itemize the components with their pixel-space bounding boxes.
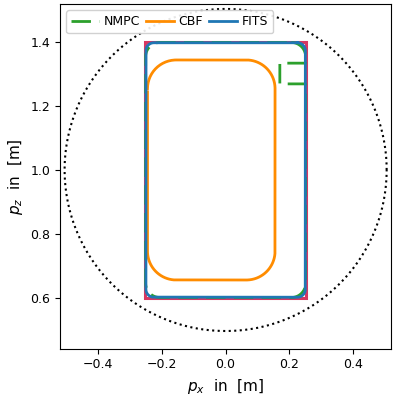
Bar — [145, 42, 305, 298]
CBF — [145, 230, 149, 235]
NMPC — [288, 295, 293, 300]
NMPC — [280, 82, 285, 86]
FITS — [151, 40, 156, 45]
FITS — [294, 40, 299, 45]
Line: NMPC: NMPC — [145, 42, 305, 298]
NMPC — [303, 253, 307, 258]
CBF — [155, 271, 160, 276]
NMPC — [288, 40, 293, 45]
CBF — [145, 90, 149, 94]
FITS — [299, 42, 304, 47]
X-axis label: $p_x$  in  [m]: $p_x$ in [m] — [187, 377, 264, 396]
FITS — [294, 295, 299, 300]
FITS — [300, 293, 305, 298]
Legend: NMPC, CBF, FITS: NMPC, CBF, FITS — [66, 10, 273, 34]
CBF — [243, 278, 248, 282]
NMPC — [303, 274, 307, 279]
FITS — [144, 46, 149, 50]
CBF — [243, 58, 248, 62]
Y-axis label: $p_z$  in  [m]: $p_z$ in [m] — [6, 138, 24, 215]
CBF — [271, 258, 275, 263]
CBF — [173, 58, 178, 62]
CBF — [145, 86, 149, 91]
Line: FITS: FITS — [145, 43, 305, 297]
NMPC — [301, 48, 306, 53]
FITS — [143, 287, 148, 292]
NMPC — [296, 293, 301, 298]
CBF — [254, 60, 259, 65]
Line: CBF: CBF — [147, 60, 274, 280]
FITS — [294, 40, 299, 45]
CBF — [256, 60, 260, 65]
NMPC — [288, 40, 293, 45]
NMPC — [150, 293, 155, 298]
FITS — [147, 294, 152, 299]
